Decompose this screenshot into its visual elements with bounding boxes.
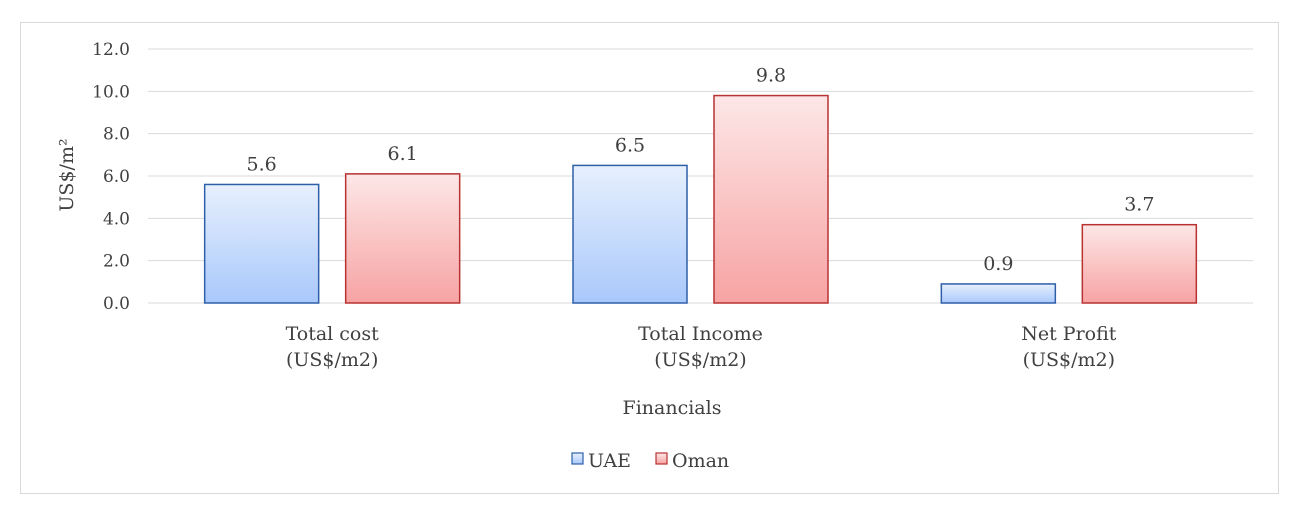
legend: UAE Oman	[571, 450, 729, 472]
data-label: 9.8	[756, 65, 786, 87]
x-tick-label: (US$/m2)	[286, 349, 378, 371]
bar-oman-0	[344, 173, 461, 304]
x-tick-label: (US$/m2)	[1023, 349, 1115, 371]
data-label: 3.7	[1124, 194, 1154, 216]
bar-oman-1	[713, 94, 829, 304]
x-tick-label: Net Profit	[1021, 323, 1117, 345]
bar-uae-2	[940, 283, 1057, 304]
y-axis-ticks: 0.0 2.0 4.0 6.0 8.0 10.0 12.0	[92, 40, 130, 314]
legend-swatch-uae	[571, 452, 584, 465]
x-tick-label: (US$/m2)	[654, 349, 746, 371]
x-axis-categories: Total cost (US$/m2) Total Income (US$/m2) Ne…	[286, 323, 1117, 371]
legend-swatch-oman	[655, 452, 668, 465]
data-label: 5.6	[247, 153, 277, 175]
y-tick-label: 2.0	[103, 252, 130, 272]
bars	[203, 94, 1198, 304]
y-tick-label: 0.0	[103, 294, 130, 314]
y-tick-label: 6.0	[103, 167, 130, 187]
bar-uae-1	[572, 164, 688, 304]
x-axis-title: Financials	[623, 397, 722, 419]
legend-label: Oman	[672, 450, 729, 472]
data-label: 0.9	[983, 253, 1013, 275]
y-tick-label: 12.0	[92, 40, 130, 60]
bar-uae-0	[203, 183, 320, 304]
x-tick-label: Total Income	[638, 323, 763, 345]
x-tick-label: Total cost	[286, 323, 380, 345]
data-label: 6.1	[388, 143, 418, 165]
y-tick-label: 4.0	[103, 209, 130, 229]
y-tick-label: 10.0	[92, 82, 130, 102]
y-tick-label: 8.0	[103, 125, 130, 145]
data-labels: 5.6 6.5 0.9 6.1 9.8 3.7	[247, 65, 1155, 275]
legend-label: UAE	[588, 450, 631, 472]
bar-oman-2	[1081, 223, 1198, 304]
data-label: 6.5	[615, 134, 645, 156]
y-axis-title: US$/m²	[56, 138, 78, 211]
gridlines	[148, 48, 1253, 304]
